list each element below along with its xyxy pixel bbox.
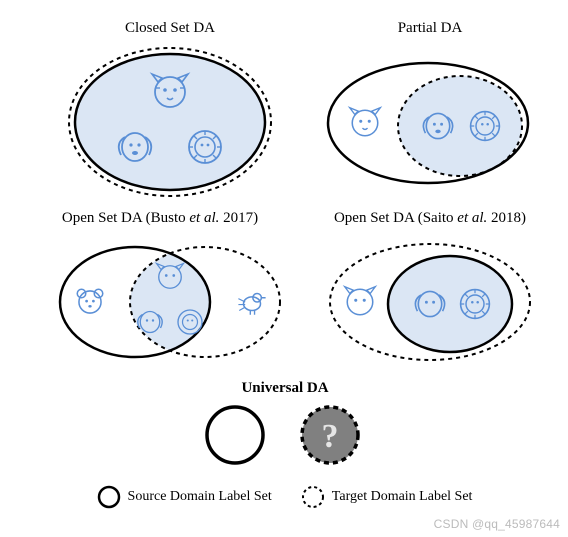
tiger-icon (350, 108, 381, 136)
closed-set-diagram (60, 42, 280, 202)
bird-icon (238, 294, 265, 315)
legend: Source Domain Label Set Target Domain La… (0, 484, 568, 510)
watermark: CSDN @qq_45987644 (434, 517, 560, 531)
dashed-circle-icon (300, 484, 326, 510)
universal-da-diagram: ? (175, 400, 395, 470)
legend-source: Source Domain Label Set (96, 484, 272, 510)
closed-set-label: Closed Set DA (40, 20, 300, 37)
question-mark: ? (322, 418, 339, 455)
open-saito-label: Open Set DA (Saito et al. 2018) (300, 210, 560, 227)
solid-circle-icon (96, 484, 122, 510)
bear-icon (77, 289, 103, 313)
legend-target: Target Domain Label Set (300, 484, 473, 510)
partial-da-label: Partial DA (300, 20, 560, 37)
partial-da-diagram (320, 48, 540, 198)
open-saito-diagram (320, 232, 540, 372)
tiger-icon (345, 287, 376, 315)
open-busto-diagram (40, 232, 300, 372)
open-busto-label: Open Set DA (Busto et al. 2017) (30, 210, 290, 227)
universal-da-label: Universal DA (155, 380, 415, 397)
